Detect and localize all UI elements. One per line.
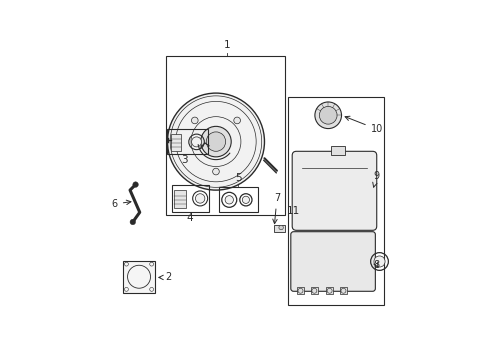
- Circle shape: [373, 256, 384, 267]
- Circle shape: [331, 242, 341, 252]
- Bar: [170, 134, 181, 151]
- Text: 2: 2: [159, 273, 172, 283]
- Bar: [171, 185, 208, 212]
- Text: 10: 10: [345, 116, 382, 134]
- Circle shape: [195, 194, 204, 203]
- Circle shape: [212, 168, 219, 175]
- Circle shape: [200, 126, 231, 157]
- Bar: [174, 190, 185, 208]
- Text: 4: 4: [186, 213, 193, 223]
- Bar: [340, 287, 346, 294]
- Bar: [297, 287, 304, 294]
- Text: 11: 11: [286, 206, 300, 216]
- Circle shape: [167, 93, 264, 190]
- Bar: [325, 287, 332, 294]
- Circle shape: [233, 117, 240, 124]
- FancyBboxPatch shape: [292, 151, 376, 230]
- Circle shape: [242, 196, 249, 203]
- Text: 7: 7: [272, 193, 280, 224]
- Bar: [167, 129, 207, 154]
- Circle shape: [206, 132, 225, 151]
- Circle shape: [191, 117, 198, 124]
- Bar: [287, 97, 383, 305]
- Text: 6: 6: [111, 199, 131, 209]
- Circle shape: [306, 242, 316, 252]
- Circle shape: [319, 107, 336, 124]
- Text: 1: 1: [224, 40, 230, 50]
- Bar: [274, 225, 285, 232]
- Circle shape: [191, 137, 201, 147]
- Circle shape: [278, 225, 283, 230]
- Text: 5: 5: [234, 173, 241, 183]
- Bar: [310, 287, 317, 294]
- Bar: [218, 187, 257, 212]
- Circle shape: [224, 195, 233, 204]
- Circle shape: [314, 102, 341, 129]
- Bar: [166, 56, 285, 215]
- Text: 3: 3: [181, 155, 187, 165]
- Bar: [331, 146, 345, 156]
- FancyBboxPatch shape: [290, 232, 375, 291]
- Text: 8: 8: [373, 260, 379, 270]
- Bar: [123, 261, 155, 293]
- Circle shape: [133, 182, 138, 187]
- Circle shape: [130, 219, 135, 225]
- Text: 9: 9: [372, 171, 379, 187]
